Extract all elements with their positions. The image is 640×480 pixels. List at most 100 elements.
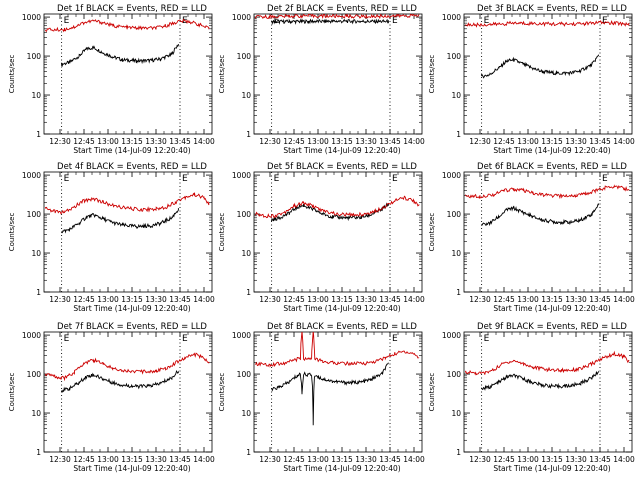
e-marker-label: E — [274, 334, 280, 344]
series-line-lld — [45, 352, 210, 382]
e-marker-label: E — [274, 16, 280, 26]
panel-9: Det 9f BLACK = Events, RED = LLD 1 10 100 10… — [428, 322, 635, 473]
y-tick-label: 10 — [451, 249, 461, 258]
x-tick-label: 13:45 — [169, 137, 191, 146]
plot-frame — [463, 13, 633, 135]
plot-frame — [253, 171, 423, 293]
e-marker-label: E — [602, 334, 608, 344]
x-tick-label: 12:30 — [469, 295, 491, 304]
x-tick-label: 13:00 — [97, 137, 119, 146]
x-tick-label: 13:15 — [331, 295, 353, 304]
x-tick-label: 13:45 — [379, 295, 401, 304]
e-marker-label: E — [64, 334, 70, 344]
x-tick-label: 13:00 — [517, 295, 539, 304]
e-marker-label: E — [484, 334, 490, 344]
x-tick-label: 12:30 — [469, 137, 491, 146]
series-line-events — [271, 202, 389, 222]
series-line-lld — [465, 350, 630, 376]
series-line-events — [61, 208, 179, 234]
x-tick-label: 14:00 — [193, 137, 215, 146]
x-axis-label: Start Time (14-Jul-09 12:20:40) — [283, 304, 400, 313]
e-marker-label: E — [182, 174, 188, 184]
y-tick-label: 1000 — [232, 171, 251, 180]
series-line-lld — [255, 195, 420, 219]
x-tick-label: 13:30 — [355, 137, 377, 146]
x-tick-label: 12:30 — [259, 137, 281, 146]
panel-title: Det 4f BLACK = Events, RED = LLD — [57, 162, 207, 172]
x-tick-label: 13:15 — [541, 137, 563, 146]
x-tick-label: 13:00 — [97, 455, 119, 464]
x-tick-label: 14:00 — [193, 295, 215, 304]
y-tick-label: 1 — [456, 288, 461, 297]
x-tick-label: 12:45 — [493, 295, 515, 304]
y-tick-label: 10 — [241, 91, 251, 100]
x-tick-label: 13:00 — [517, 455, 539, 464]
y-tick-label: 1000 — [22, 331, 41, 340]
y-tick-label: 100 — [447, 370, 462, 379]
series-line-events — [61, 43, 179, 68]
series-line-events — [271, 362, 389, 426]
x-tick-label: 13:30 — [355, 295, 377, 304]
y-tick-label: 1 — [246, 448, 251, 457]
x-axis-label: Start Time (14-Jul-09 12:20:40) — [73, 146, 190, 155]
series-line-lld — [465, 19, 630, 28]
panel-title: Det 6f BLACK = Events, RED = LLD — [477, 162, 627, 172]
y-tick-label: 100 — [447, 52, 462, 61]
series-line-events — [61, 370, 179, 393]
series-line-lld — [255, 332, 420, 368]
y-tick-label: 1000 — [442, 13, 461, 22]
series-line-lld — [255, 14, 420, 20]
x-tick-label: 12:30 — [49, 137, 71, 146]
panel-7: Det 7f BLACK = Events, RED = LLD 1 10 100 10… — [8, 322, 215, 473]
y-tick-label: 100 — [237, 370, 252, 379]
y-tick-label: 10 — [241, 249, 251, 258]
series-line-lld — [45, 192, 210, 215]
y-axis-label: Counts/sec — [218, 55, 226, 94]
x-tick-label: 13:15 — [331, 137, 353, 146]
x-tick-label: 12:45 — [493, 455, 515, 464]
x-tick-label: 12:45 — [493, 137, 515, 146]
e-marker-label: E — [64, 16, 70, 26]
series-line-events — [481, 370, 599, 391]
panel-1: Det 1f BLACK = Events, RED = LLD 1 10 100 10… — [8, 4, 215, 155]
x-tick-label: 13:30 — [565, 455, 587, 464]
x-tick-label: 13:00 — [307, 137, 329, 146]
y-tick-label: 1 — [36, 130, 41, 139]
x-tick-label: 12:45 — [283, 455, 305, 464]
panel-5: Det 5f BLACK = Events, RED = LLD 1 10 100 10… — [218, 162, 425, 313]
series-line-lld — [465, 184, 630, 200]
y-axis-label: Counts/sec — [8, 373, 16, 412]
x-tick-label: 12:30 — [49, 295, 71, 304]
panel-4: Det 4f BLACK = Events, RED = LLD 1 10 100 10… — [8, 162, 215, 313]
x-tick-label: 13:30 — [145, 295, 167, 304]
x-tick-label: 13:45 — [169, 295, 191, 304]
y-tick-label: 1000 — [232, 13, 251, 22]
panel-title: Det 8f BLACK = Events, RED = LLD — [267, 322, 417, 332]
plot-frame — [43, 331, 213, 453]
y-tick-label: 1000 — [22, 13, 41, 22]
y-tick-label: 1 — [456, 130, 461, 139]
x-tick-label: 13:30 — [145, 455, 167, 464]
e-marker-label: E — [182, 334, 188, 344]
x-tick-label: 13:00 — [517, 137, 539, 146]
e-marker-label: E — [602, 174, 608, 184]
y-tick-label: 1 — [246, 288, 251, 297]
panel-title: Det 5f BLACK = Events, RED = LLD — [267, 162, 417, 172]
plot-frame — [43, 171, 213, 293]
e-marker-label: E — [602, 16, 608, 26]
panel-6: Det 6f BLACK = Events, RED = LLD 1 10 100 10… — [428, 162, 635, 313]
y-axis-label: Counts/sec — [8, 213, 16, 252]
x-tick-label: 12:30 — [49, 455, 71, 464]
y-tick-label: 100 — [27, 52, 42, 61]
y-tick-label: 1 — [36, 288, 41, 297]
series-line-lld — [45, 18, 210, 33]
y-tick-label: 10 — [31, 249, 41, 258]
x-tick-label: 12:45 — [73, 295, 95, 304]
x-axis-label: Start Time (14-Jul-09 12:20:40) — [283, 146, 400, 155]
y-tick-label: 10 — [241, 409, 251, 418]
x-tick-label: 12:45 — [283, 137, 305, 146]
x-tick-label: 14:00 — [403, 295, 425, 304]
panel-title: Det 3f BLACK = Events, RED = LLD — [477, 4, 627, 14]
y-tick-label: 1000 — [442, 331, 461, 340]
x-tick-label: 12:30 — [259, 295, 281, 304]
